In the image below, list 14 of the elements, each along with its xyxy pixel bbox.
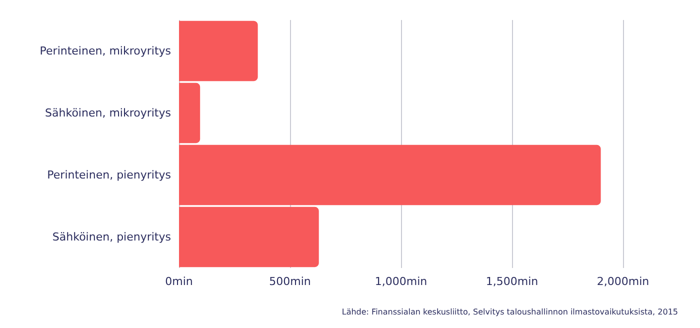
y-tick-label: Sähköinen, mikroyritys bbox=[45, 106, 172, 120]
bar bbox=[179, 206, 319, 268]
x-tick-label: 1,500min bbox=[486, 275, 538, 288]
bar bbox=[179, 82, 200, 144]
x-tick-label: 500min bbox=[269, 275, 311, 288]
bar bbox=[179, 144, 601, 206]
bar bbox=[179, 20, 258, 82]
y-tick-label: Perinteinen, mikroyritys bbox=[40, 44, 172, 58]
x-tick-label: 1,000min bbox=[374, 275, 428, 288]
y-tick-label: Sähköinen, pienyritys bbox=[52, 230, 172, 244]
x-tick-label: 0min bbox=[165, 275, 193, 288]
text: Lähde: Finanssialan keskusliitto, Selvitys taloushallinnon ilmastovaikutuksista, 2015 bbox=[342, 308, 678, 316]
y-tick-label: Perinteinen, pienyritys bbox=[47, 168, 172, 182]
x-tick-label: 2,000min bbox=[596, 275, 650, 288]
